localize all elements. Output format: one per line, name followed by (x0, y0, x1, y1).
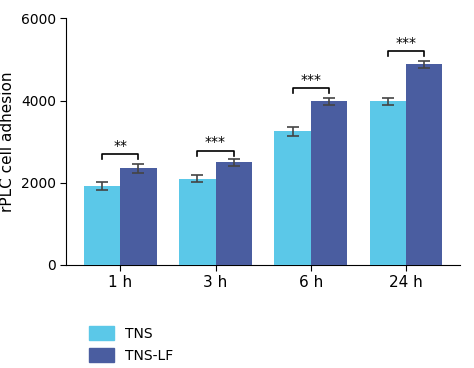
Bar (310, 102, 347, 265)
Text: **: ** (113, 139, 128, 153)
Text: ***: *** (395, 36, 416, 50)
Bar (84, 186, 120, 265)
Bar (370, 102, 406, 265)
Legend: TNS, TNS-LF: TNS, TNS-LF (89, 326, 173, 363)
Bar (120, 169, 156, 265)
Y-axis label: rPLC cell adhesion: rPLC cell adhesion (0, 71, 15, 212)
Bar (274, 131, 310, 265)
Bar (216, 162, 252, 265)
Bar (406, 64, 442, 265)
Text: ***: *** (300, 73, 321, 87)
Text: ***: *** (205, 135, 226, 149)
Bar (179, 179, 216, 265)
